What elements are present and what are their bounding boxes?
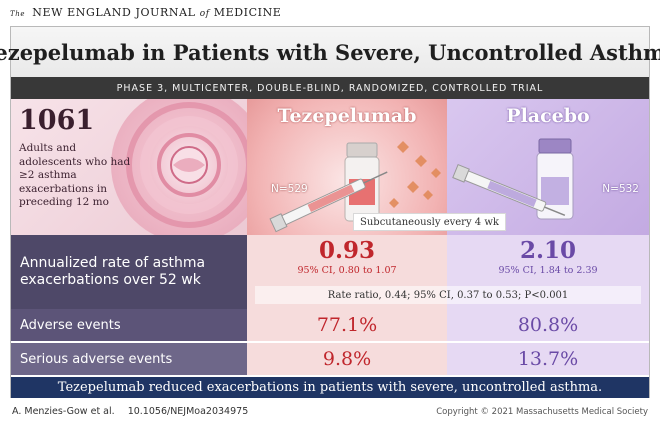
citation: A. Menzies-Gow et al. 10.1056/NEJMoa2034… <box>12 406 248 417</box>
population-description: Adults and adolescents who had ≥2 asthma… <box>19 142 131 208</box>
journal-prefix: The <box>10 10 26 18</box>
placebo-serious-adverse-value: 13.7% <box>517 348 579 370</box>
tezepelumab-serious-adverse-value: 9.8% <box>322 348 372 370</box>
tezepelumab-arm-name: Tezepelumab <box>277 105 417 127</box>
airway-illustration <box>111 99 247 235</box>
tezepelumab-n: N=529 <box>271 183 308 195</box>
placebo-serious-adverse-cell: 13.7% <box>447 343 649 375</box>
doi-link[interactable]: 10.1056/NEJMoa2034975 <box>127 406 249 417</box>
journal-name-of: of <box>199 9 210 19</box>
visual-abstract: Tezepelumab in Patients with Severe, Unc… <box>0 26 660 398</box>
placebo-arm-name: Placebo <box>506 105 590 127</box>
journal-name-part1: NEW ENGLAND JOURNAL <box>32 6 196 19</box>
tezepelumab-exacerbation-rate: 0.93 <box>318 237 376 264</box>
placebo-n: N=532 <box>602 183 639 195</box>
tezepelumab-adverse-value: 77.1% <box>316 314 378 336</box>
journal-masthead: The NEW ENGLAND JOURNAL of MEDICINE <box>10 6 281 22</box>
placebo-adverse-cell: 80.8% <box>447 309 649 341</box>
title-bar: Tezepelumab in Patients with Severe, Unc… <box>0 27 660 77</box>
population-count: 1061 <box>19 105 95 136</box>
conclusion-bar: Tezepelumab reduced exacerbations in pat… <box>11 377 649 398</box>
serious-adverse-events-row-label: Serious adverse events <box>11 343 247 375</box>
exacerbation-row-label: Annualized rate of asthma exacerbations … <box>11 235 247 309</box>
tezepelumab-panel: Tezepelumab N=529 <box>247 99 447 235</box>
adverse-events-row-label: Adverse events <box>11 309 247 341</box>
placebo-exacerbation-rate: 2.10 <box>519 237 577 264</box>
journal-name-part2: MEDICINE <box>213 6 282 19</box>
abstract-title: Tezepelumab in Patients with Severe, Unc… <box>0 39 660 65</box>
tezepelumab-exacerbation-ci: 95% CI, 0.80 to 1.07 <box>297 265 397 276</box>
trial-design-bar: PHASE 3, MULTICENTER, DOUBLE-BLIND, RAND… <box>11 77 649 99</box>
tezepelumab-serious-adverse-cell: 9.8% <box>247 343 447 375</box>
placebo-syringe-vial-icon <box>452 138 574 220</box>
tezepelumab-syringe-vial-icon <box>269 141 441 233</box>
placebo-panel: Placebo N=532 <box>447 99 649 235</box>
placebo-adverse-value: 80.8% <box>517 314 579 336</box>
copyright: Copyright © 2021 Massachusetts Medical S… <box>436 407 648 417</box>
row-divider <box>247 341 649 343</box>
placebo-exacerbation-ci: 95% CI, 1.84 to 2.39 <box>498 265 598 276</box>
administration-label: Subcutaneously every 4 wk <box>353 213 506 231</box>
population-panel: 1061 Adults and adolescents who had ≥2 a… <box>11 99 247 235</box>
rate-ratio: Rate ratio, 0.44; 95% CI, 0.37 to 0.53; … <box>255 286 641 304</box>
authors: A. Menzies-Gow et al. <box>12 406 115 417</box>
tezepelumab-adverse-cell: 77.1% <box>247 309 447 341</box>
